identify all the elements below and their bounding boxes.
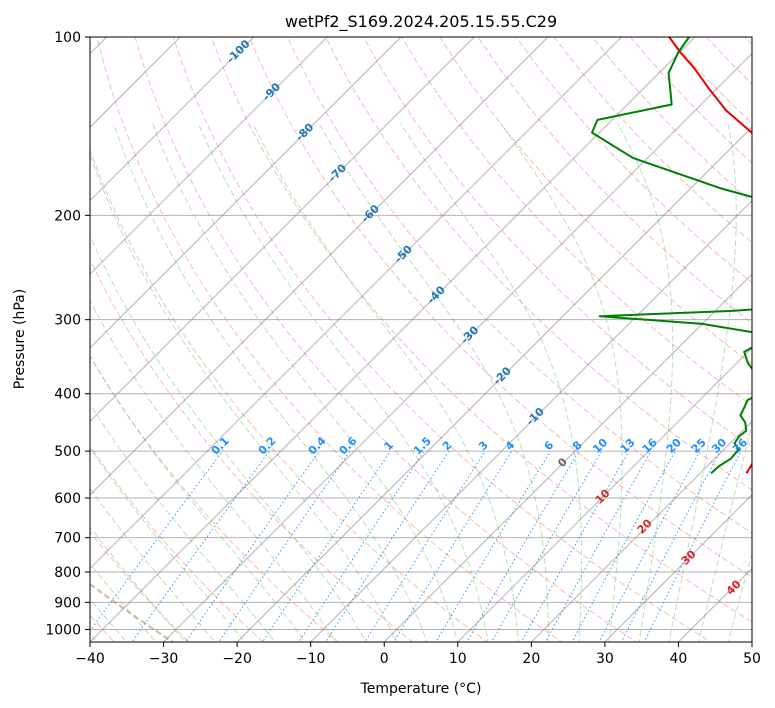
isotherm-line [90, 37, 623, 570]
moist-adiabat-line [698, 422, 752, 642]
y-tick-label: 100 [54, 30, 81, 46]
x-tick-label: 50 [743, 651, 761, 667]
moist-adiabat-line [668, 123, 737, 642]
y-tick-label: 800 [54, 565, 81, 581]
x-tick-label: 20 [522, 651, 540, 667]
dry-adiabat-line [90, 355, 339, 642]
x-tick-label: 30 [596, 651, 614, 667]
y-tick-label: 1000 [45, 622, 81, 638]
dry-adiabat-line [96, 37, 563, 642]
isotherm-line [90, 37, 328, 275]
dry-adiabat-line [324, 37, 752, 491]
isotherm-line [604, 494, 752, 642]
isotherms [90, 37, 752, 642]
isotherm-line [90, 37, 181, 128]
isotherm-line [90, 37, 696, 642]
moist-adiabat-line [90, 234, 367, 642]
dry-adiabat-line [439, 37, 752, 365]
dewpoint-trace [591, 37, 752, 475]
moist-adiabat-line [90, 447, 246, 642]
isotherm-line [162, 52, 752, 642]
isobars [90, 37, 752, 630]
dry-adiabat-line [90, 258, 414, 642]
isotherm-line [383, 273, 752, 642]
isotherm-line [457, 347, 752, 642]
isotherm-line [90, 37, 255, 202]
x-tick-label: 10 [449, 651, 467, 667]
dry-adiabat-line [248, 37, 752, 578]
x-axis-label: Temperature (°C) [360, 681, 482, 697]
moist-adiabat-line [90, 299, 337, 642]
isotherm-line [90, 37, 476, 423]
dry-adiabat-line [90, 445, 264, 642]
dry-adiabat-line [210, 37, 752, 623]
x-tick-label: −10 [296, 651, 326, 667]
sounding-traces [591, 37, 752, 475]
x-tick-label: −20 [222, 651, 252, 667]
isotherm-line [90, 37, 402, 349]
chart-title: wetPf2_S169.2024.205.15.55.C29 [285, 12, 557, 32]
dry-adiabat-line [477, 37, 752, 324]
special-adiabat-line [90, 582, 175, 642]
y-tick-label: 500 [54, 444, 81, 460]
y-tick-label: 200 [54, 208, 81, 224]
dry-adiabat-line [172, 37, 712, 642]
x-tick-label: −40 [75, 651, 105, 667]
isotherm-line [90, 37, 549, 496]
moist-adiabat-line [90, 487, 216, 642]
dry-adiabats [90, 37, 752, 642]
y-tick-label: 400 [54, 387, 81, 403]
moist-adiabat-line [727, 551, 752, 642]
plot-area: -100-90-80-70-60-50-40-30-20-100.1 0.2 0.4… [90, 37, 752, 642]
dry-adiabat-line [515, 37, 752, 284]
x-tick-label: 40 [670, 651, 688, 667]
moist-adiabats [90, 123, 752, 642]
y-tick-label: 300 [54, 313, 81, 329]
isotherm-line [309, 199, 752, 642]
y-tick-label: 900 [54, 595, 81, 611]
x-tick-label: −30 [149, 651, 179, 667]
plot-frame [89, 36, 753, 643]
y-axis-label: Pressure (hPa) [12, 289, 28, 389]
x-axis-ticks: −40 −30 −20 −10 0 10 20 30 40 50 [75, 642, 761, 667]
dry-adiabat-line [401, 37, 752, 407]
moist-adiabat-line [90, 403, 276, 642]
x-tick-label: 0 [380, 651, 389, 667]
moist-adiabat-line [90, 354, 306, 642]
y-tick-label: 700 [54, 531, 81, 547]
dry-adiabat-line [134, 37, 638, 642]
isotherm-line [236, 126, 752, 642]
isotherm-line [530, 420, 752, 642]
y-axis-ticks: 100 200 300 400 500 600 700 800 900 1000 [45, 30, 90, 638]
temperature-trace [668, 37, 752, 474]
y-tick-label: 600 [54, 491, 81, 507]
dry-adiabat-line [90, 148, 488, 642]
